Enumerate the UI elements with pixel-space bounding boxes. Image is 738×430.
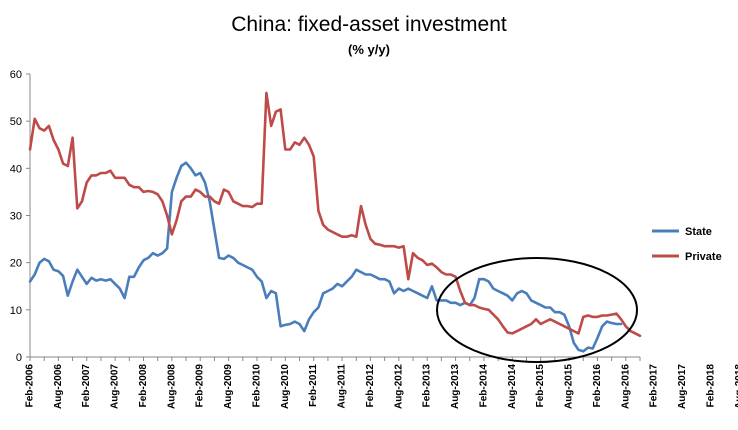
x-tick-label: Feb-2014 (478, 364, 489, 408)
x-tick-label: Feb-2012 (365, 364, 376, 408)
x-tick-label: Feb-2006 (25, 364, 36, 408)
y-tick-label: 10 (10, 305, 22, 317)
x-tick-label: Feb-2009 (195, 364, 206, 408)
x-tick-label: Aug-2007 (110, 364, 121, 409)
x-tick-label: Aug-2006 (53, 364, 64, 409)
x-tick-label: Feb-2010 (251, 364, 262, 408)
y-tick-label: 50 (10, 116, 22, 128)
x-tick-label: Aug-2010 (280, 364, 291, 409)
x-tick-label: Feb-2007 (81, 364, 92, 408)
x-tick-label: Aug-2013 (450, 364, 461, 409)
x-tick-label: Feb-2013 (422, 364, 433, 408)
x-tick-label: Aug-2009 (223, 364, 234, 409)
x-tick-label: Aug-2014 (507, 364, 518, 409)
legend-label-private: Private (685, 251, 722, 263)
y-tick-label: 20 (10, 258, 22, 270)
legend: State Private (652, 226, 722, 263)
x-tick-label: Feb-2018 (705, 364, 716, 408)
x-tick-label: Aug-2017 (677, 364, 688, 409)
x-tick-label: Feb-2011 (308, 364, 319, 407)
x-tick-label: Feb-2008 (138, 364, 149, 408)
chart-title: China: fixed-asset investment (231, 13, 507, 36)
x-tick-label: Feb-2017 (649, 364, 660, 408)
x-tick-label: Aug-2008 (166, 364, 177, 409)
y-tick-label: 30 (10, 211, 22, 223)
x-tick-label: Feb-2016 (592, 364, 603, 408)
y-axis-ticks: 0 10 20 30 40 50 60 (10, 69, 30, 364)
y-tick-label: 60 (10, 69, 22, 81)
x-tick-label: Aug-2011 (337, 364, 348, 409)
x-tick-label: Aug-2012 (393, 364, 404, 409)
y-tick-label: 40 (10, 163, 22, 175)
y-tick-label: 0 (16, 352, 22, 364)
x-tick-label: Aug-2015 (564, 364, 575, 409)
series-line-private (30, 93, 640, 336)
x-tick-label: Aug-2016 (620, 364, 631, 409)
chart-subtitle: (% y/y) (348, 42, 390, 57)
series-lines (30, 93, 640, 351)
legend-label-state: State (685, 226, 712, 238)
x-tick-label: Aug-2018 (734, 364, 738, 409)
x-tick-label: Feb-2015 (535, 364, 546, 408)
highlight-ellipse (437, 258, 637, 362)
x-axis-ticks: Feb-2006 Aug-2006 Feb-2007 Aug-2007 Feb-2008… (25, 357, 738, 409)
